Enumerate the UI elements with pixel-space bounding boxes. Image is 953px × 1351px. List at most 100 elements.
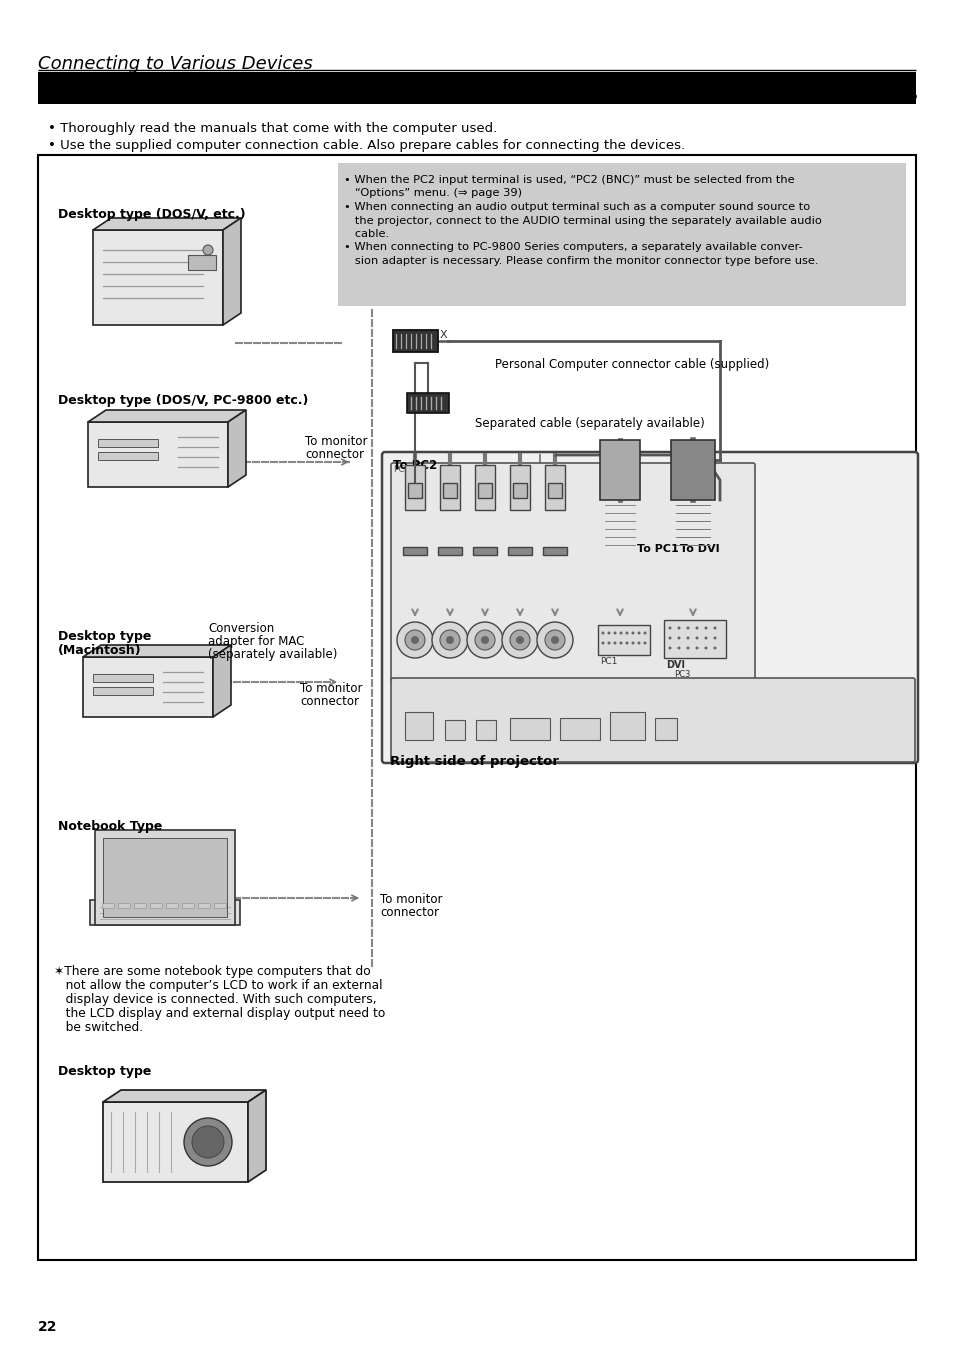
Text: Connecting to Computers: Connecting to Computers bbox=[56, 86, 274, 101]
Bar bbox=[510, 465, 530, 509]
Circle shape bbox=[607, 631, 610, 635]
Text: PC2: PC2 bbox=[393, 465, 410, 474]
Circle shape bbox=[516, 636, 523, 644]
Text: PC3: PC3 bbox=[673, 670, 690, 680]
Circle shape bbox=[439, 630, 459, 650]
Text: To DVI: To DVI bbox=[679, 544, 719, 554]
Polygon shape bbox=[228, 409, 246, 486]
Bar bbox=[477, 484, 492, 499]
Circle shape bbox=[668, 636, 671, 639]
Bar bbox=[98, 439, 158, 447]
Circle shape bbox=[613, 642, 616, 644]
Polygon shape bbox=[103, 1090, 266, 1102]
Text: display device is connected. With such computers,: display device is connected. With such c… bbox=[54, 993, 376, 1006]
Bar bbox=[150, 902, 162, 908]
Bar bbox=[599, 440, 639, 500]
Text: (Macintosh): (Macintosh) bbox=[58, 644, 141, 657]
Circle shape bbox=[551, 636, 558, 644]
Bar bbox=[473, 547, 497, 555]
Circle shape bbox=[703, 627, 707, 630]
Circle shape bbox=[677, 647, 679, 650]
Circle shape bbox=[601, 642, 604, 644]
Text: • Use the supplied computer connection cable. Also prepare cables for connecting: • Use the supplied computer connection c… bbox=[48, 139, 684, 153]
Bar bbox=[337, 163, 905, 305]
Text: Desktop type: Desktop type bbox=[58, 630, 152, 643]
Polygon shape bbox=[223, 218, 241, 326]
Bar bbox=[102, 902, 113, 908]
Text: 22: 22 bbox=[38, 1320, 57, 1333]
Bar bbox=[92, 688, 152, 694]
Text: sion adapter is necessary. Please confirm the monitor connector type before use.: sion adapter is necessary. Please confir… bbox=[344, 255, 818, 266]
Circle shape bbox=[637, 642, 639, 644]
Bar bbox=[507, 547, 532, 555]
FancyBboxPatch shape bbox=[391, 678, 914, 762]
Circle shape bbox=[677, 627, 679, 630]
Circle shape bbox=[475, 630, 495, 650]
Circle shape bbox=[637, 631, 639, 635]
Text: not allow the computer’s LCD to work if an external: not allow the computer’s LCD to work if … bbox=[54, 979, 382, 992]
Text: Personal Computer connector cable (supplied): Personal Computer connector cable (suppl… bbox=[495, 358, 768, 372]
Polygon shape bbox=[92, 230, 223, 326]
Bar bbox=[188, 255, 215, 270]
Bar bbox=[442, 484, 456, 499]
Text: be switched.: be switched. bbox=[54, 1021, 143, 1034]
Bar bbox=[670, 440, 714, 500]
Polygon shape bbox=[83, 657, 213, 717]
Circle shape bbox=[695, 647, 698, 650]
Circle shape bbox=[192, 1125, 224, 1158]
Text: adapter for MAC: adapter for MAC bbox=[208, 635, 304, 648]
Circle shape bbox=[625, 642, 628, 644]
Bar bbox=[402, 547, 427, 555]
Circle shape bbox=[618, 642, 622, 644]
Bar bbox=[38, 88, 52, 104]
Circle shape bbox=[411, 636, 418, 644]
Circle shape bbox=[703, 647, 707, 650]
Bar bbox=[663, 620, 725, 658]
Bar bbox=[476, 720, 496, 740]
Polygon shape bbox=[90, 900, 240, 925]
Circle shape bbox=[432, 621, 468, 658]
Bar bbox=[38, 72, 915, 88]
Circle shape bbox=[405, 630, 424, 650]
Text: Notebook Type: Notebook Type bbox=[58, 820, 162, 834]
Polygon shape bbox=[248, 1090, 266, 1182]
Bar bbox=[444, 720, 464, 740]
Text: Connecting to Computers: Connecting to Computers bbox=[56, 86, 274, 101]
Text: ✶There are some notebook type computers that do: ✶There are some notebook type computers … bbox=[54, 965, 371, 978]
Bar bbox=[439, 465, 459, 509]
Text: the LCD display and external display output need to: the LCD display and external display out… bbox=[54, 1006, 385, 1020]
Polygon shape bbox=[88, 422, 228, 486]
Text: To monitor: To monitor bbox=[305, 435, 367, 449]
Circle shape bbox=[643, 631, 646, 635]
Text: Conversion: Conversion bbox=[208, 621, 274, 635]
Bar bbox=[544, 465, 564, 509]
Text: DVI: DVI bbox=[665, 661, 684, 670]
Circle shape bbox=[686, 647, 689, 650]
Text: To monitor: To monitor bbox=[299, 682, 362, 694]
Circle shape bbox=[668, 647, 671, 650]
Circle shape bbox=[501, 621, 537, 658]
Bar bbox=[407, 393, 449, 413]
Text: To PC1: To PC1 bbox=[637, 544, 678, 554]
Circle shape bbox=[643, 642, 646, 644]
Bar bbox=[166, 902, 178, 908]
Circle shape bbox=[396, 621, 433, 658]
Circle shape bbox=[677, 636, 679, 639]
Text: To PC2: To PC2 bbox=[393, 459, 436, 471]
Circle shape bbox=[537, 621, 573, 658]
Bar bbox=[405, 712, 433, 740]
FancyBboxPatch shape bbox=[391, 463, 754, 682]
Bar bbox=[405, 465, 424, 509]
Bar bbox=[510, 717, 550, 740]
Bar bbox=[198, 902, 210, 908]
Polygon shape bbox=[92, 218, 241, 230]
Bar bbox=[118, 902, 130, 908]
Circle shape bbox=[695, 636, 698, 639]
Bar bbox=[38, 88, 915, 104]
FancyBboxPatch shape bbox=[381, 453, 917, 763]
Circle shape bbox=[480, 636, 489, 644]
Circle shape bbox=[467, 621, 502, 658]
Bar bbox=[609, 712, 644, 740]
Text: connector: connector bbox=[305, 449, 364, 461]
Circle shape bbox=[668, 627, 671, 630]
